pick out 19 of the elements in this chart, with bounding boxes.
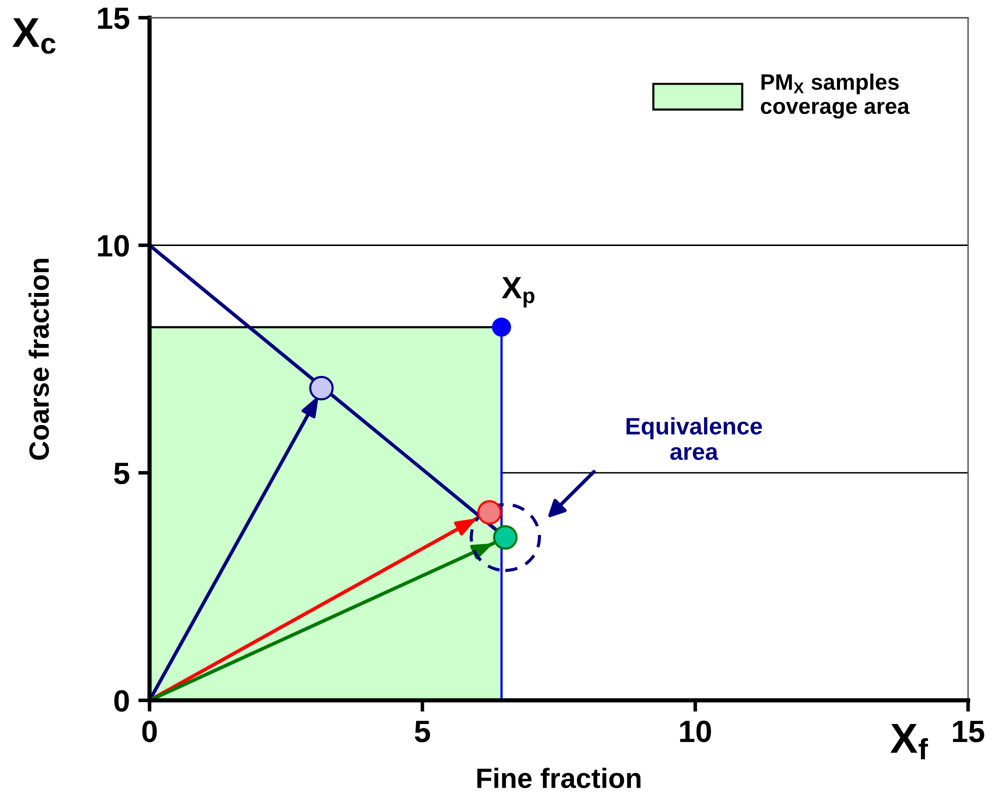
x-tick-label: 0 — [142, 720, 157, 742]
series-label: X$_{p}$ — [502, 277, 534, 308]
point — [492, 318, 512, 337]
x-axis-title: Fine fraction — [477, 768, 640, 788]
point — [309, 376, 334, 400]
y-tick-label: 10 — [98, 234, 129, 257]
annotation: Equivalence area — [626, 417, 762, 460]
legend-label: PM$_{X}$ samples coverage area — [760, 74, 910, 119]
y-tick-label: 5 — [114, 462, 130, 484]
x-tick-label: 5 — [414, 720, 430, 742]
x-tick-label: 15 — [953, 720, 984, 742]
point — [477, 500, 502, 525]
x-tick-label: 10 — [680, 720, 711, 742]
text: X$_{c}$ — [12, 18, 56, 54]
y-tick-label: 15 — [98, 8, 130, 30]
y-tick-label: 0 — [114, 690, 129, 712]
point — [470, 502, 541, 572]
y-axis-title: Coarse fraction — [28, 258, 49, 460]
text: X$_{f}$ — [890, 724, 928, 760]
